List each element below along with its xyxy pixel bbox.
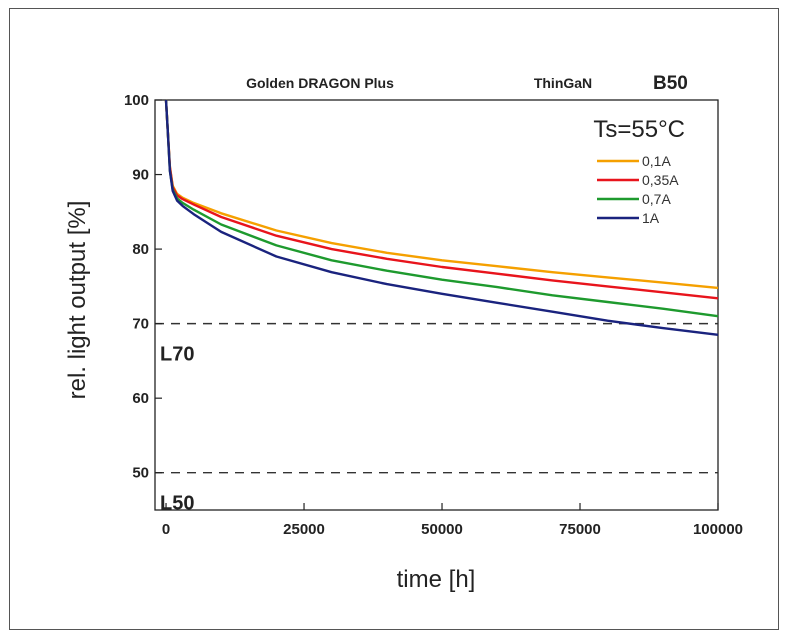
plot-area (154, 99, 719, 511)
series-line (164, 99, 719, 336)
x-axis-title: time [h] (397, 566, 476, 593)
reference-line-label: L50 (160, 493, 194, 515)
x-tick-label: 100000 (693, 521, 743, 538)
axis-ticks: 0 25000 50000 75000 100000 50 60 70 80 90 100 (124, 92, 743, 538)
condition-label: Ts=55°C (593, 116, 685, 143)
x-tick-label: 75000 (559, 521, 601, 538)
reference-lines: L70 L50 (155, 322, 718, 515)
reference-line-label: L70 (160, 344, 194, 366)
y-tick-label: 70 (132, 316, 149, 333)
y-tick-label: 50 (132, 465, 149, 482)
legend-label: 0,7A (642, 191, 671, 207)
x-tick-label: 0 (162, 521, 170, 538)
header-middle-label: ThinGaN (534, 75, 592, 91)
y-axis-title: rel. light output [%] (64, 201, 91, 400)
plot-border (154, 99, 719, 511)
chart-frame (9, 8, 779, 630)
y-tick-label: 80 (132, 241, 149, 258)
y-tick-label: 100 (124, 92, 149, 109)
header-left-label: Golden DRAGON Plus (246, 75, 394, 91)
legend-label: 1A (642, 210, 660, 226)
y-tick-label: 60 (132, 390, 149, 407)
legend-label: 0,1A (642, 153, 671, 169)
x-tick-label: 50000 (421, 521, 463, 538)
x-tick-label: 25000 (283, 521, 325, 538)
header-right-label: B50 (653, 73, 688, 94)
y-tick-label: 90 (132, 167, 149, 184)
series-layer (164, 99, 719, 336)
legend: 0,1A 0,35A 0,7A 1A (597, 153, 679, 226)
legend-label: 0,35A (642, 172, 679, 188)
